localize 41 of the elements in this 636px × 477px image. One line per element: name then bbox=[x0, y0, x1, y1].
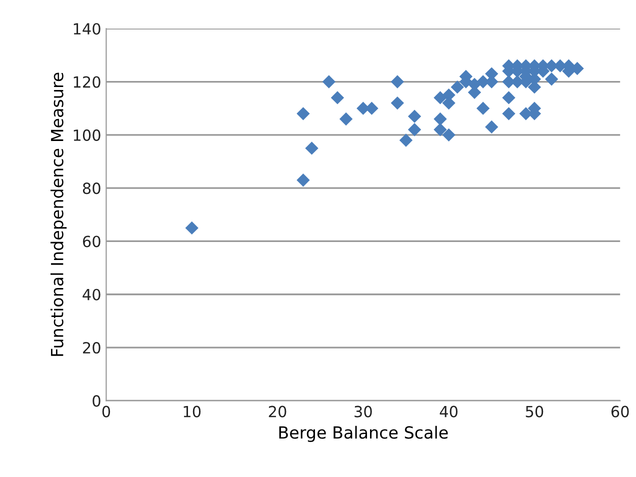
point bbox=[502, 91, 516, 104]
y-tick-label: 80 bbox=[82, 182, 100, 194]
point bbox=[476, 102, 490, 115]
y-tick-label: 20 bbox=[83, 342, 100, 354]
point bbox=[365, 102, 378, 115]
y-tick-label: 120 bbox=[74, 76, 100, 88]
point bbox=[485, 120, 498, 134]
x-tick-label: 10 bbox=[184, 406, 201, 418]
y-tick-label: 140 bbox=[74, 23, 100, 35]
y-tick-label: 40 bbox=[82, 288, 100, 300]
point bbox=[502, 107, 516, 120]
x-tick-label: 40 bbox=[440, 406, 458, 418]
point bbox=[450, 80, 464, 94]
x-tick-label: 20 bbox=[268, 406, 286, 418]
point bbox=[399, 134, 413, 147]
point bbox=[408, 110, 422, 123]
point bbox=[544, 72, 558, 86]
x-tick-label: 60 bbox=[611, 406, 629, 418]
point bbox=[185, 221, 198, 235]
y-tick-label: 60 bbox=[82, 236, 100, 248]
point bbox=[339, 112, 353, 126]
x-tick-label: 0 bbox=[102, 406, 110, 418]
y-tick-label: 0 bbox=[92, 395, 100, 407]
x-tick-label: 50 bbox=[526, 406, 544, 418]
point bbox=[390, 96, 404, 110]
y-tick-label: 100 bbox=[74, 129, 100, 141]
point bbox=[434, 112, 447, 126]
x-axis-title: Berge Balance Scale bbox=[279, 426, 448, 442]
x-tick-label: 30 bbox=[354, 406, 372, 418]
point bbox=[570, 62, 584, 76]
point bbox=[434, 91, 447, 104]
point bbox=[330, 91, 344, 104]
point bbox=[442, 128, 456, 142]
point bbox=[408, 123, 422, 136]
point bbox=[390, 75, 404, 88]
point bbox=[305, 142, 318, 155]
point bbox=[296, 107, 310, 120]
y-axis-title: Functional Independence Measure bbox=[50, 72, 67, 356]
point bbox=[296, 174, 310, 187]
point bbox=[434, 123, 447, 136]
point bbox=[322, 75, 336, 88]
